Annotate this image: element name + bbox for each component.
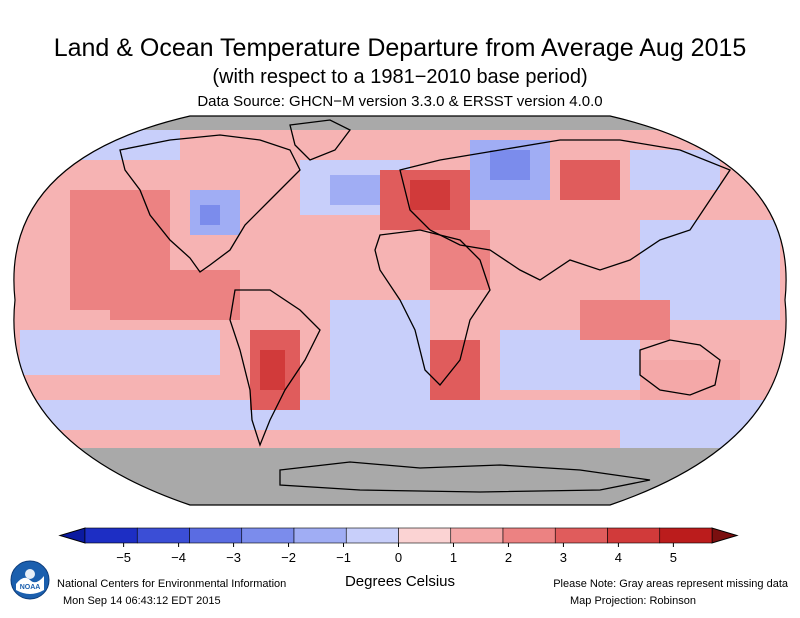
- colorbar-tick-label: 1: [450, 550, 457, 565]
- colorbar-tick-label: −3: [226, 550, 241, 565]
- colorbar-swatch: [554, 527, 608, 544]
- colorbar-swatches: [58, 527, 739, 544]
- map-title: Land & Ocean Temperature Departure from …: [53, 34, 747, 62]
- colorbar-tick-label: 0: [395, 550, 402, 565]
- missing-data-note: Please Note: Gray areas represent missin…: [553, 578, 788, 590]
- colorbar-tick-label: −4: [171, 550, 186, 565]
- colorbar-tick-label: 4: [615, 550, 622, 565]
- colorbar-swatch: [189, 527, 243, 544]
- data-source: Data Source: GHCN−M version 3.3.0 & ERSS…: [197, 93, 603, 110]
- colorbar-tick-label: −2: [281, 550, 296, 565]
- colorbar-tick-label: −5: [116, 550, 131, 565]
- colorbar-swatch: [136, 527, 190, 544]
- map-subtitle: (with respect to a 1981−2010 base period…: [212, 66, 588, 88]
- svg-text:NOAA: NOAA: [20, 584, 41, 591]
- noaa-logo-icon: NOAA: [10, 560, 50, 605]
- timestamp-label: Mon Sep 14 06:43:12 EDT 2015: [63, 595, 221, 607]
- colorbar-swatch: [345, 527, 399, 544]
- colorbar-tick-label: 5: [670, 550, 677, 565]
- colorbar-swatch: [450, 527, 504, 544]
- colorbar-arrow-high: [711, 527, 739, 544]
- projection-label: Map Projection: Robinson: [570, 595, 696, 607]
- organization-label: National Centers for Environmental Infor…: [57, 578, 287, 590]
- colorbar-swatch: [607, 527, 661, 544]
- colorbar-tick-label: 2: [505, 550, 512, 565]
- temperature-field: [13, 116, 787, 505]
- colorbar-swatch: [659, 527, 713, 544]
- colorbar-swatch: [398, 527, 452, 544]
- colorbar-tick-label: −1: [336, 550, 351, 565]
- colorbar-swatch: [241, 527, 295, 544]
- missing-data-arctic: [13, 116, 787, 130]
- colorbar-tick-label: 3: [560, 550, 567, 565]
- colorbar-swatch: [84, 527, 138, 544]
- colorbar-swatch: [502, 527, 556, 544]
- colorbar-ticks: −5 −4 −3 −2 −1 0 1 2 3 4 5: [116, 543, 677, 565]
- globe-outline: [13, 115, 787, 506]
- colorbar-unit-label: Degrees Celsius: [344, 573, 456, 590]
- colorbar-swatch: [293, 527, 347, 544]
- coastlines: [119, 119, 731, 493]
- colorbar-arrow-low: [58, 527, 86, 544]
